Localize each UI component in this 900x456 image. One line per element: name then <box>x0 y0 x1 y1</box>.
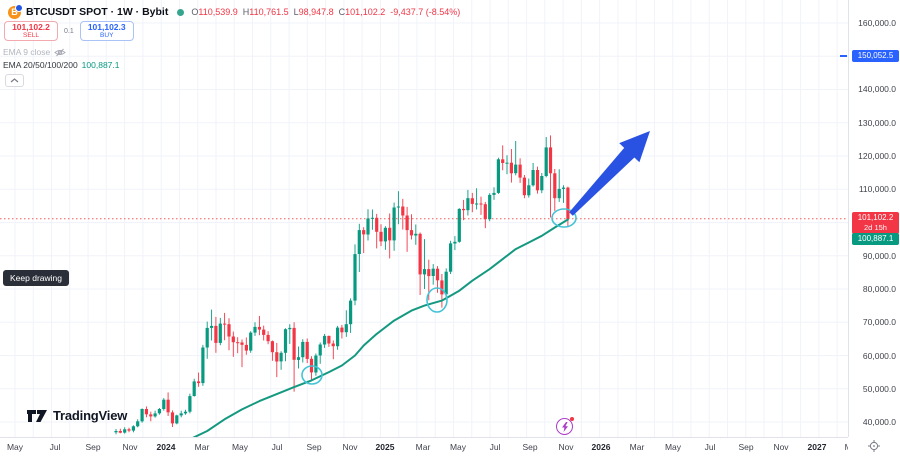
change-value: -9,437.7 (-8.54%) <box>390 7 461 17</box>
time-tick-label: May <box>231 442 249 452</box>
price-tick-label: 120,000.0 <box>858 151 896 161</box>
price-tick-label: 160,000.0 <box>858 18 896 28</box>
alert-price-value: 150,052.5 <box>857 51 894 60</box>
time-tick-year-label: 2025 <box>375 442 395 452</box>
symbol-title[interactable]: BTCUSDT SPOT · 1W · Bybit <box>26 6 169 18</box>
time-tick-label: Sep <box>306 442 322 452</box>
time-tick-year-label: 2026 <box>591 442 611 452</box>
ema20-value: 100,887.1 <box>81 60 120 70</box>
high-value: 110,761.5 <box>249 7 289 17</box>
notification-dot <box>570 417 574 421</box>
last-price-badge: 101,102.2 2d 15h <box>852 212 899 234</box>
open-value: 110,539.9 <box>198 7 238 17</box>
market-status-icon <box>177 8 185 16</box>
time-tick-label: Jul <box>704 442 716 452</box>
lightning-icon <box>561 421 568 432</box>
time-tick-label: Nov <box>773 442 789 452</box>
time-tick-label: May <box>449 442 467 452</box>
time-tick-label: Mar <box>194 442 210 452</box>
price-axis[interactable]: 150,052.5 101,102.2 2d 15h 100,887.1 160… <box>848 0 900 437</box>
price-tick-label: 80,000.0 <box>862 284 896 294</box>
price-tick-label: 130,000.0 <box>858 118 896 128</box>
bar-countdown: 2d 15h <box>864 223 887 232</box>
buy-button[interactable]: 101,102.3 BUY <box>79 21 134 41</box>
eye-hidden-icon[interactable] <box>54 48 67 57</box>
price-tick-label: 40,000.0 <box>862 417 896 427</box>
close-value: 101,102.2 <box>345 7 386 17</box>
alert-level-tick <box>840 55 847 57</box>
crosshair-icon <box>868 440 880 452</box>
time-tick-label: Sep <box>522 442 538 452</box>
price-tick-label: 60,000.0 <box>862 351 896 361</box>
candlestick-chart-canvas[interactable] <box>0 0 848 437</box>
time-tick-label: Sep <box>738 442 754 452</box>
alert-price-badge[interactable]: 150,052.5 <box>852 50 899 62</box>
indicator-row-ema9[interactable]: EMA 9 close <box>3 47 67 57</box>
price-tick-label: 70,000.0 <box>862 317 896 327</box>
price-tick-label: 90,000.0 <box>862 251 896 261</box>
chevron-up-icon <box>10 78 19 83</box>
price-tick-label: 50,000.0 <box>862 384 896 394</box>
tradingview-logo[interactable]: TradingView <box>27 408 127 423</box>
chart-legend: B BTCUSDT SPOT · 1W · Bybit O110,539.9 H… <box>3 3 461 87</box>
exchange-dot-icon <box>15 3 23 12</box>
spread-value: 0.1 <box>64 27 74 35</box>
indicator-row-ema20[interactable]: EMA 20/50/100/200 100,887.1 <box>3 60 120 70</box>
trade-buttons-row: 101,102.2 SELL 0.1 101,102.3 BUY <box>4 21 134 41</box>
time-tick-label: Nov <box>342 442 358 452</box>
time-tick-label: May <box>664 442 682 452</box>
annotation-circle[interactable] <box>301 365 323 385</box>
symbol-title-row: B BTCUSDT SPOT · 1W · Bybit O110,539.9 H… <box>8 3 461 20</box>
bitcoin-logo-icon: B <box>8 3 23 19</box>
time-tick-year-label: 2027 <box>807 442 827 452</box>
timeline-event-icon[interactable] <box>556 417 574 435</box>
axis-corner-crosshair-button[interactable] <box>848 437 900 455</box>
time-tick-label: Mar <box>415 442 431 452</box>
low-value: 98,947.8 <box>298 7 334 17</box>
time-tick-label: Jul <box>489 442 501 452</box>
price-tick-label: 110,000.0 <box>858 184 896 194</box>
annotation-circle[interactable] <box>426 287 448 313</box>
time-tick-label: May <box>6 442 24 452</box>
ema-value-badge: 100,887.1 <box>852 233 899 245</box>
time-tick-label: Nov <box>122 442 138 452</box>
time-tick-label: Sep <box>85 442 101 452</box>
time-tick-label: Nov <box>558 442 574 452</box>
last-price-value: 101,102.2 <box>857 213 894 222</box>
annotation-circle[interactable] <box>551 208 577 228</box>
time-tick-label: Jul <box>49 442 61 452</box>
price-tick-label: 140,000.0 <box>858 84 896 94</box>
tradingview-mark-icon <box>27 409 47 422</box>
time-axis[interactable]: May Jul Sep Nov 2024 Mar May Jul Sep Nov 2025 Mar Ma… <box>0 437 900 456</box>
keep-drawing-tooltip: Keep drawing <box>3 270 69 286</box>
annotation-arrow[interactable] <box>569 131 650 216</box>
time-tick-label: Jul <box>271 442 283 452</box>
time-tick-year-label: 2024 <box>156 442 176 452</box>
ohlc-readout: O110,539.9 H110,761.5 L98,947.8 C101,102… <box>191 7 461 17</box>
sell-button[interactable]: 101,102.2 SELL <box>4 21 58 41</box>
time-tick-label: Mar <box>629 442 645 452</box>
collapse-indicators-button[interactable] <box>5 74 24 87</box>
